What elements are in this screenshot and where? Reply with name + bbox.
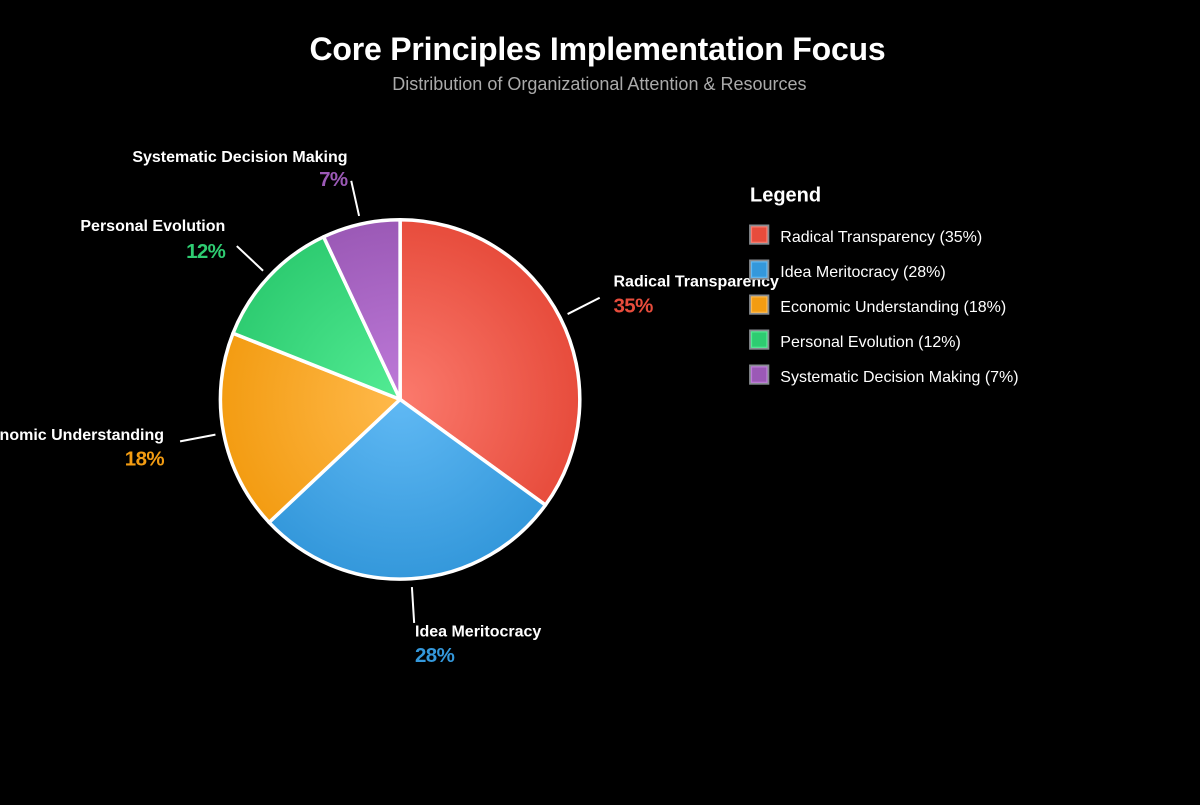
svg-text:28%: 28% (415, 644, 455, 667)
svg-text:Economic Understanding (18%): Economic Understanding (18%) (780, 299, 1006, 316)
svg-text:Economic Understanding: Economic Understanding (0, 427, 164, 444)
svg-text:Idea Meritocracy: Idea Meritocracy (415, 623, 541, 640)
svg-text:Legend: Legend (750, 185, 821, 207)
svg-text:Core Principles Implementation: Core Principles Implementation Focus (309, 31, 885, 67)
svg-text:Systematic Decision Making (7%: Systematic Decision Making (7%) (780, 369, 1018, 386)
svg-text:Radical Transparency (35%): Radical Transparency (35%) (780, 229, 982, 246)
svg-text:7%: 7% (319, 168, 348, 191)
svg-text:Personal Evolution: Personal Evolution (80, 218, 225, 235)
svg-text:Distribution of Organizational: Distribution of Organizational Attention… (392, 74, 806, 94)
svg-text:Idea Meritocracy (28%): Idea Meritocracy (28%) (780, 264, 945, 281)
svg-text:35%: 35% (614, 294, 654, 317)
svg-text:Systematic Decision Making: Systematic Decision Making (132, 149, 347, 166)
svg-text:Personal Evolution (12%): Personal Evolution (12%) (780, 334, 961, 351)
svg-text:18%: 18% (125, 448, 165, 471)
svg-text:12%: 12% (186, 240, 226, 263)
svg-text:Radical Transparency: Radical Transparency (614, 274, 780, 291)
